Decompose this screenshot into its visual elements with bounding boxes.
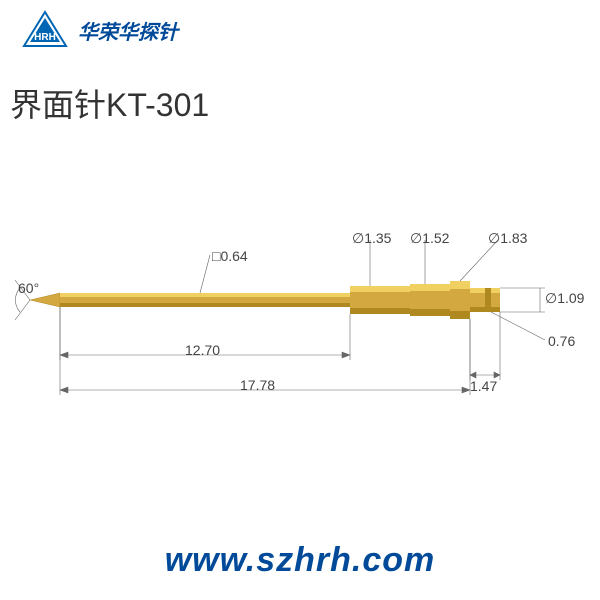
dim-shaft-len: 12.70 — [185, 342, 220, 358]
logo-initials: HRH — [34, 32, 56, 43]
dim-dia1: ∅1.35 — [352, 230, 391, 247]
dim-groove: 0.76 — [548, 333, 575, 349]
dim-total-len: 17.78 — [240, 377, 275, 393]
logo-text: 华荣华探针 — [78, 16, 178, 45]
pin-shaft-highlight — [60, 293, 350, 297]
dim-dia3: ∅1.83 — [488, 230, 527, 247]
pin-groove — [485, 288, 491, 312]
dim-dia2: ∅1.52 — [410, 230, 449, 247]
product-title: 界面针KT-301 — [10, 80, 209, 126]
dim-back-len: 1.47 — [470, 378, 497, 394]
logo-area: HRH 华荣华探针 — [20, 10, 178, 50]
pin-shaft-shadow — [60, 303, 350, 307]
dim-shaft-square: □0.64 — [212, 248, 248, 264]
dim-dia-inner: ∅1.09 — [545, 290, 584, 307]
logo-triangle-icon: HRH — [20, 10, 70, 50]
dim-tip-angle: 60° — [18, 280, 39, 296]
website-url: www.szhrh.com — [0, 541, 600, 580]
technical-diagram — [0, 180, 600, 430]
